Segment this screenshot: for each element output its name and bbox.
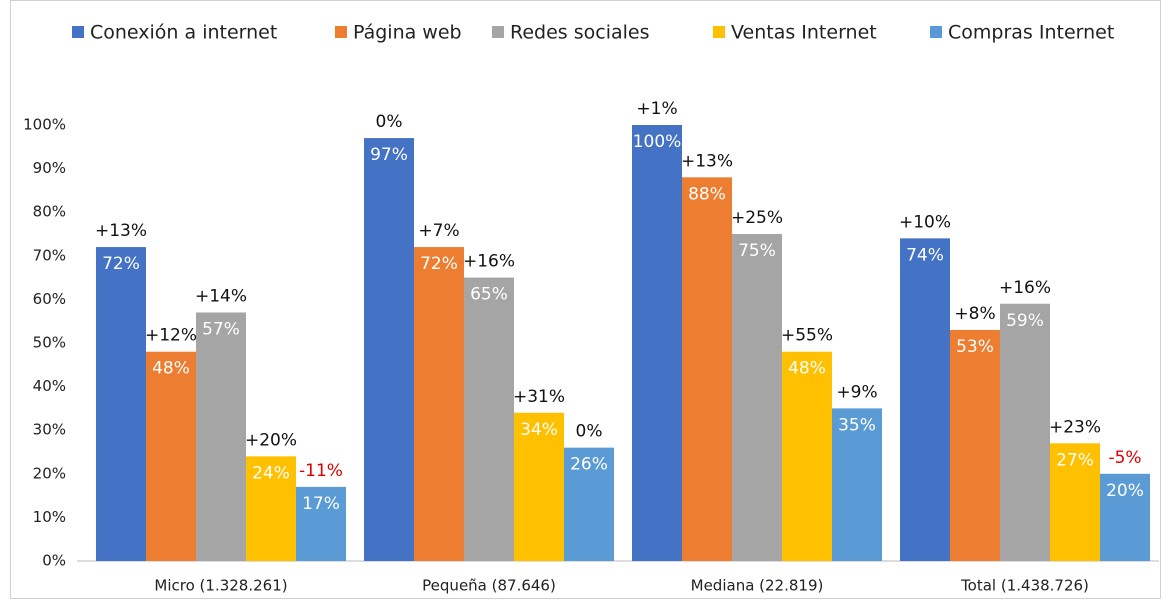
bar: [632, 125, 682, 561]
y-tick-label: 90%: [33, 159, 66, 177]
bar: [832, 408, 882, 561]
value-label: 48%: [788, 359, 826, 379]
change-label: +13%: [681, 151, 733, 171]
value-label: 27%: [1056, 450, 1094, 470]
bar: [782, 351, 832, 561]
bar: [96, 247, 146, 561]
value-label: 57%: [202, 319, 240, 339]
bar: [1100, 473, 1150, 561]
legend-label: Redes sociales: [510, 22, 650, 44]
bar: [1000, 303, 1050, 561]
legend-label: Ventas Internet: [731, 22, 877, 44]
change-label: +55%: [781, 326, 833, 346]
change-label: +9%: [836, 382, 877, 402]
bar: [146, 351, 196, 561]
value-label: 17%: [302, 494, 340, 514]
value-label: 75%: [738, 241, 776, 261]
x-tick-label: Micro (1.328.261): [154, 577, 287, 595]
bar: [900, 238, 950, 562]
change-label: +1%: [636, 99, 677, 119]
change-label: +23%: [1049, 417, 1101, 437]
change-label: +13%: [95, 221, 147, 241]
bar: [564, 447, 614, 561]
y-tick-label: 10%: [33, 508, 66, 526]
change-label: +14%: [195, 286, 247, 306]
bar: [464, 277, 514, 561]
change-label: +10%: [899, 212, 951, 232]
bar: [732, 234, 782, 561]
bar: [196, 312, 246, 561]
value-label: 26%: [570, 455, 608, 475]
change-label: 0%: [576, 422, 603, 442]
legend-swatch: [713, 26, 725, 38]
bar: [246, 456, 296, 561]
chart-frame: [10, 0, 1161, 599]
change-label: +8%: [954, 304, 995, 324]
y-tick-label: 80%: [33, 203, 66, 221]
y-tick-label: 60%: [33, 290, 66, 308]
change-label: +31%: [513, 387, 565, 407]
y-tick-label: 40%: [33, 377, 66, 395]
y-tick-label: 30%: [33, 421, 66, 439]
change-label: +12%: [145, 326, 197, 346]
bar: [414, 247, 464, 561]
value-label: 97%: [370, 145, 408, 165]
y-tick-label: 100%: [23, 116, 66, 134]
y-tick-label: 20%: [33, 464, 66, 482]
change-label: +20%: [245, 430, 297, 450]
change-label: +25%: [731, 208, 783, 228]
value-label: 100%: [633, 132, 682, 152]
value-label: 34%: [520, 420, 558, 440]
bar: [364, 138, 414, 561]
y-tick-label: 50%: [33, 334, 66, 352]
change-label: +16%: [463, 252, 515, 272]
value-label: 53%: [956, 337, 994, 357]
bar: [682, 177, 732, 561]
legend-swatch: [72, 26, 84, 38]
change-label: -11%: [299, 461, 343, 481]
value-label: 72%: [420, 254, 458, 274]
value-label: 20%: [1106, 481, 1144, 501]
legend-label: Conexión a internet: [90, 22, 277, 44]
x-tick-label: Pequeña (87.646): [422, 577, 556, 595]
change-label: +7%: [418, 221, 459, 241]
legend-swatch: [492, 26, 504, 38]
bar: [950, 329, 1000, 561]
legend-swatch: [335, 26, 347, 38]
x-tick-label: Mediana (22.819): [691, 577, 824, 595]
bar: [1050, 443, 1100, 561]
y-tick-label: 70%: [33, 246, 66, 264]
change-label: +16%: [999, 278, 1051, 298]
bar: [514, 412, 564, 561]
value-label: 65%: [470, 285, 508, 305]
legend-label: Página web: [353, 22, 462, 44]
legend-swatch: [930, 26, 942, 38]
legend-label: Compras Internet: [948, 22, 1114, 44]
value-label: 24%: [252, 463, 290, 483]
change-label: -5%: [1108, 448, 1141, 468]
y-tick-label: 0%: [42, 552, 66, 570]
bar: [296, 486, 346, 561]
x-tick-label: Total (1.438.726): [960, 577, 1089, 595]
change-label: 0%: [376, 112, 403, 132]
value-label: 59%: [1006, 311, 1044, 331]
value-label: 74%: [906, 245, 944, 265]
value-label: 72%: [102, 254, 140, 274]
value-label: 35%: [838, 415, 876, 435]
value-label: 48%: [152, 359, 190, 379]
value-label: 88%: [688, 184, 726, 204]
